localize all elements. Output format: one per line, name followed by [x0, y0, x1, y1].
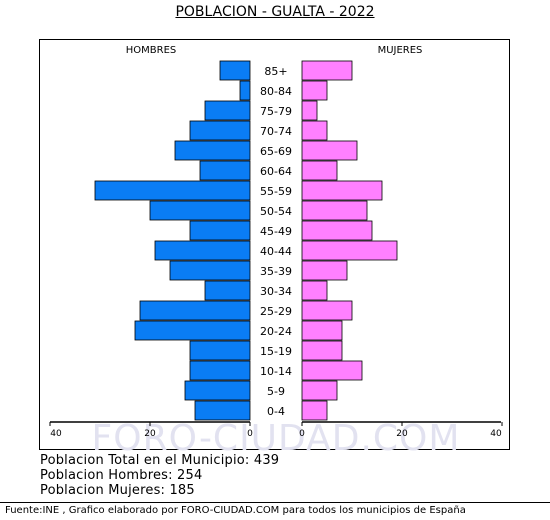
age-label-25-29: 25-29: [260, 305, 292, 318]
total-population: Poblacion Total en el Municipio: 439: [40, 453, 280, 468]
bar-mujeres-30-34: [301, 280, 328, 301]
bar-mujeres-50-54: [301, 200, 368, 221]
bar-hombres-55-59: [94, 180, 251, 201]
bar-mujeres-20-24: [301, 320, 343, 341]
bar-mujeres-60-64: [301, 160, 338, 181]
age-label-85+: 85+: [264, 65, 287, 78]
age-label-50-54: 50-54: [260, 205, 292, 218]
bar-hombres-50-54: [149, 200, 251, 221]
bar-hombres-25-29: [139, 300, 251, 321]
age-label-35-39: 35-39: [260, 265, 292, 278]
bar-hombres-80-84: [239, 80, 251, 101]
footer-source: Fuente:INE , Grafico elaborado por FORO-…: [5, 505, 466, 516]
bar-hombres-65-69: [174, 140, 251, 161]
bar-mujeres-0-4: [301, 400, 328, 421]
age-label-0-4: 0-4: [267, 405, 285, 418]
male-population: Poblacion Hombres: 254: [40, 468, 203, 483]
bar-mujeres-25-29: [301, 300, 353, 321]
bar-hombres-15-19: [189, 340, 251, 361]
bar-mujeres-55-59: [301, 180, 383, 201]
population-pyramid: HOMBRES MUJERES FORO-CIUDAD.COM 85+ 80-84 75-…: [49, 45, 503, 451]
bar-hombres-10-14: [189, 360, 251, 381]
age-label-40-44: 40-44: [260, 245, 292, 258]
age-label-80-84: 80-84: [260, 85, 292, 98]
bar-mujeres-65-69: [301, 140, 358, 161]
bar-hombres-70-74: [189, 120, 251, 141]
tick-label-right-1: 20: [396, 429, 408, 439]
bar-mujeres-85+: [301, 60, 353, 81]
age-label-45-49: 45-49: [260, 225, 292, 238]
bar-mujeres-70-74: [301, 120, 328, 141]
bar-mujeres-10-14: [301, 360, 363, 381]
bar-hombres-20-24: [134, 320, 251, 341]
bar-hombres-5-9: [184, 380, 251, 401]
age-label-75-79: 75-79: [260, 105, 292, 118]
female-population: Poblacion Mujeres: 185: [40, 483, 195, 498]
page-title: POBLACION - GUALTA - 2022: [175, 4, 375, 20]
age-label-15-19: 15-19: [260, 345, 292, 358]
bar-hombres-40-44: [154, 240, 251, 261]
bar-mujeres-35-39: [301, 260, 348, 281]
tick-label-left-0: 40: [50, 429, 62, 439]
bar-hombres-75-79: [204, 100, 251, 121]
bar-mujeres-45-49: [301, 220, 373, 241]
age-label-10-14: 10-14: [260, 365, 292, 378]
age-label-20-24: 20-24: [260, 325, 292, 338]
bar-mujeres-5-9: [301, 380, 338, 401]
legend-hombres: HOMBRES: [126, 45, 177, 56]
bar-mujeres-40-44: [301, 240, 398, 261]
bar-hombres-45-49: [189, 220, 251, 241]
bar-hombres-60-64: [199, 160, 251, 181]
chart-frame: HOMBRES MUJERES FORO-CIUDAD.COM 85+ 80-84 75-…: [39, 39, 510, 451]
tick-label-left-2: 0: [247, 429, 253, 439]
bar-hombres-0-4: [194, 400, 251, 421]
bar-mujeres-75-79: [301, 100, 318, 121]
watermark: FORO-CIUDAD.COM: [92, 418, 461, 451]
tick-label-left-1: 20: [144, 429, 156, 439]
bar-hombres-30-34: [204, 280, 251, 301]
age-label-30-34: 30-34: [260, 285, 292, 298]
age-label-70-74: 70-74: [260, 125, 292, 138]
age-label-5-9: 5-9: [267, 385, 285, 398]
age-label-65-69: 65-69: [260, 145, 292, 158]
bar-hombres-35-39: [169, 260, 251, 281]
bar-mujeres-15-19: [301, 340, 343, 361]
age-label-60-64: 60-64: [260, 165, 292, 178]
tick-label-right-2: 40: [490, 429, 502, 439]
bar-mujeres-80-84: [301, 80, 328, 101]
footer-divider: [0, 502, 550, 520]
tick-label-right-0: 0: [299, 429, 305, 439]
age-label-55-59: 55-59: [260, 185, 292, 198]
bar-hombres-85+: [219, 60, 251, 81]
legend-mujeres: MUJERES: [378, 45, 423, 56]
